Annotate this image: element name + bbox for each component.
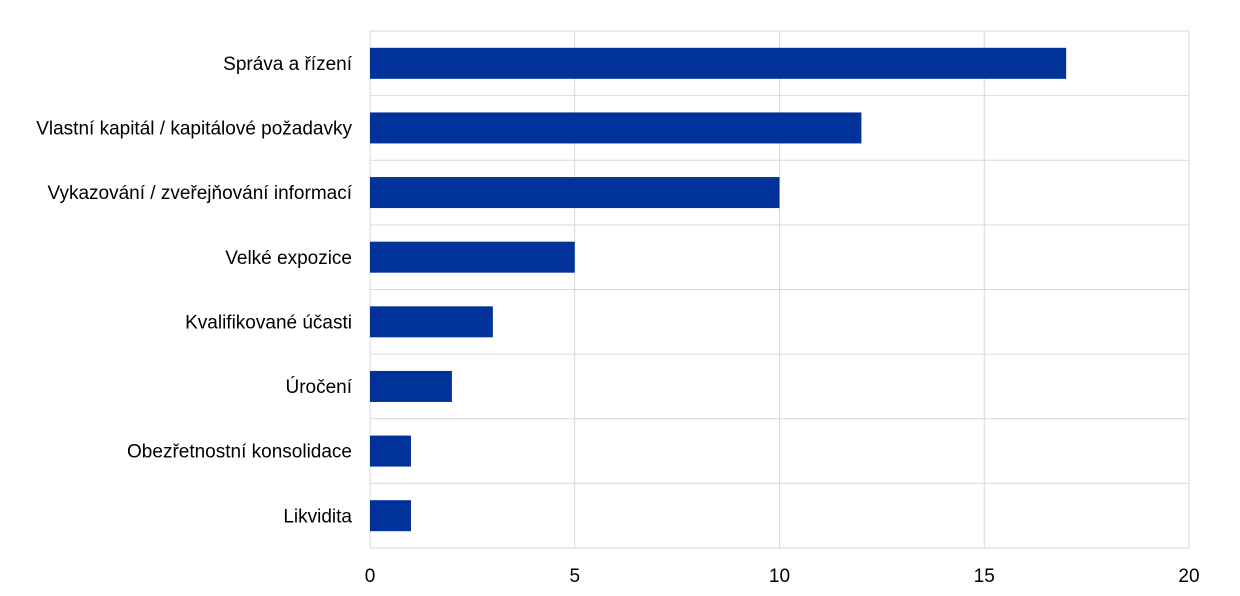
x-tick-label: 10 <box>769 566 790 587</box>
bar <box>370 241 575 273</box>
x-tick-label: 0 <box>365 566 376 587</box>
category-label: Kvalifikované účasti <box>185 312 352 333</box>
bar <box>370 370 452 402</box>
category-labels: Správa a řízení Vlastní kapitál / kapitál… <box>36 54 353 527</box>
category-label: Správa a řízení <box>223 54 353 75</box>
bar <box>370 435 411 467</box>
category-label: Úročení <box>285 376 352 398</box>
category-label: Velké expozice <box>225 248 352 269</box>
category-label: Vlastní kapitál / kapitálové požadavky <box>36 119 352 140</box>
bar <box>370 177 780 209</box>
bar <box>370 47 1067 79</box>
x-tick-label: 5 <box>569 566 580 587</box>
bar <box>370 500 411 532</box>
category-label: Likvidita <box>283 506 352 527</box>
bar <box>370 306 493 338</box>
x-tick-label: 20 <box>1178 566 1199 587</box>
category-label: Vykazování / zveřejňování informací <box>48 183 353 204</box>
x-tick-label: 15 <box>974 566 995 587</box>
bars <box>370 47 1067 532</box>
bar <box>370 112 862 144</box>
category-label: Obezřetnostní konsolidace <box>127 442 352 463</box>
gridlines <box>369 30 1190 549</box>
x-axis-ticks: 0 5 10 15 20 <box>365 566 1200 587</box>
